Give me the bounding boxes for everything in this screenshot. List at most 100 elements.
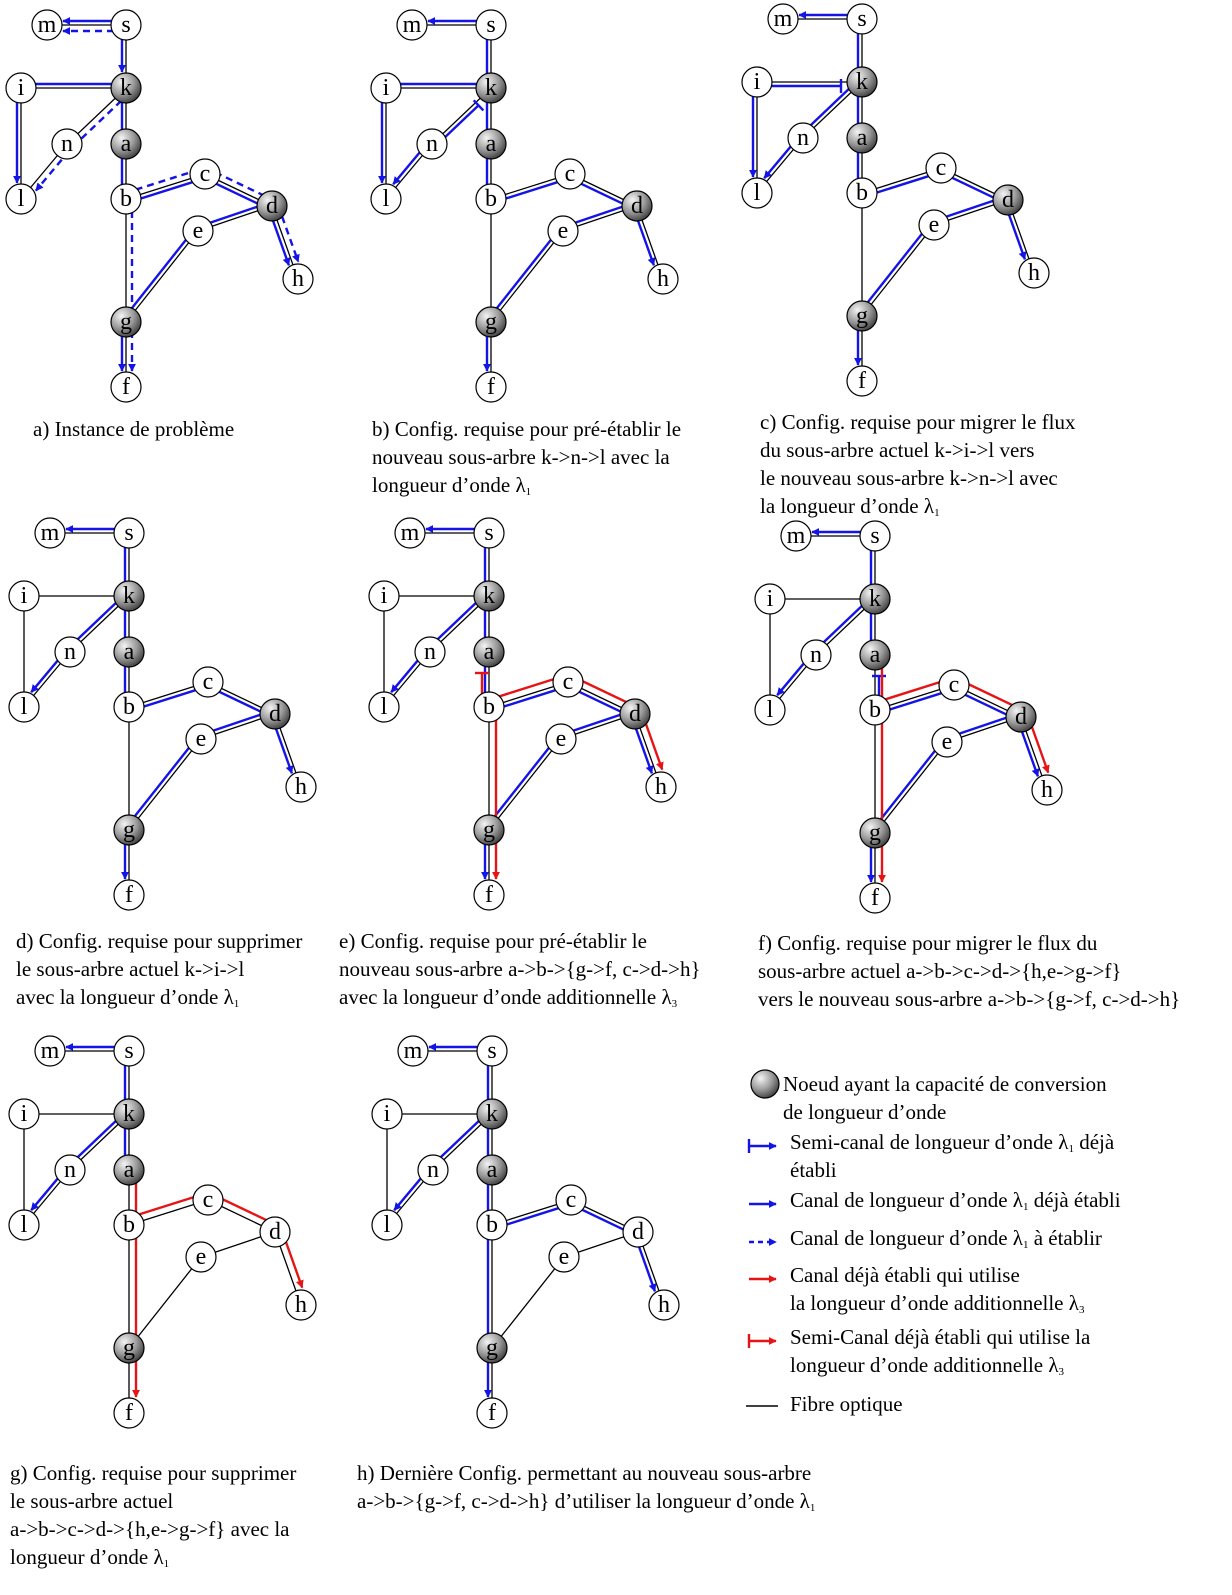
node-label: m — [401, 520, 420, 546]
caption-line: d) Config. requise pour supprimer — [16, 929, 303, 953]
node-label: h — [658, 1292, 670, 1318]
channel-routes — [749, 11, 1027, 366]
node-m: m — [397, 1035, 429, 1067]
caption-line: le nouveau sous-arbre k->n->l avec — [760, 466, 1058, 490]
node-label: g — [485, 309, 497, 335]
converter-node-d: d — [621, 190, 653, 222]
node-e: e — [185, 1241, 217, 1273]
panel-g: m s i k n a l b c d e h g f — [8, 1035, 317, 1429]
node-h: h — [647, 263, 679, 295]
legend-line: longueur d’onde additionnelle λ3 — [790, 1353, 1065, 1378]
caption-line: c) Config. requise pour migrer le flux — [760, 410, 1076, 434]
converter-node-d: d — [992, 184, 1024, 216]
node-h: h — [282, 263, 314, 295]
node-e: e — [918, 209, 950, 241]
converter-node-k: k — [859, 583, 891, 615]
converter-node-g: g — [846, 300, 878, 332]
fiber-e-g — [491, 1256, 565, 1349]
converter-node-g: g — [110, 306, 142, 338]
node-label: a — [121, 131, 132, 157]
node-label: s — [121, 12, 130, 38]
node-label: g — [123, 817, 135, 843]
node-label: n — [64, 1157, 76, 1183]
node-l: l — [754, 694, 786, 726]
node-label: a — [487, 1157, 498, 1183]
node-f: f — [113, 1397, 145, 1429]
legend-symbol-converter — [750, 1069, 780, 1099]
panel-d: m s i k n a l b c d e h g f — [8, 517, 317, 911]
node-label: m — [38, 12, 57, 38]
node-label: b — [856, 180, 868, 206]
converter-node-k: k — [846, 66, 878, 98]
node-h: h — [648, 1289, 680, 1321]
caption-line: a->b->c->d->{h,e->g->f} avec la — [10, 1517, 290, 1541]
legend-label-blue-dashed: Canal de longueur d’onde λ1 à établir — [790, 1224, 1102, 1252]
node-label: e — [196, 726, 207, 752]
node-label: b — [123, 694, 135, 720]
caption-line: sous-arbre actuel a->b->c->d->{h,e->g->f… — [758, 959, 1122, 983]
caption-line: h) Dernière Config. permettant au nouvea… — [357, 1461, 812, 1485]
node-c: c — [554, 158, 586, 190]
converter-node-g: g — [473, 814, 505, 846]
panel-f: m s i k n a l b c d e h g f — [754, 520, 1063, 914]
node-m: m — [396, 9, 428, 41]
fiber-e-g — [488, 738, 562, 831]
node-label: d — [632, 1219, 644, 1245]
caption-line: la longueur d’onde λ1 — [760, 494, 940, 519]
node-s: s — [859, 520, 891, 552]
node-m: m — [31, 9, 63, 41]
node-n: n — [54, 1154, 86, 1186]
node-h: h — [1031, 774, 1063, 806]
node-i: i — [8, 580, 40, 612]
node-label: f — [487, 374, 495, 400]
legend-label-red-solid: Canal déjà établi qui utilise la longueu… — [790, 1261, 1084, 1317]
caption-panel-f: f) Config. requise pour migrer le flux d… — [758, 929, 1180, 1013]
node-label: g — [486, 1335, 498, 1361]
converter-node-k: k — [113, 1098, 145, 1130]
node-label: c — [565, 161, 576, 187]
converter-node-g: g — [113, 814, 145, 846]
node-label: f — [122, 374, 130, 400]
node-e: e — [547, 215, 579, 247]
caption-panel-a: a) Instance de problème — [33, 415, 234, 443]
node-label: i — [767, 586, 774, 612]
nodes: m s i k n a l b c d e h g f — [371, 1035, 680, 1429]
legend-line: Semi-canal de longueur d’onde λ1 déjà — [790, 1130, 1115, 1155]
node-s: s — [110, 9, 142, 41]
node-l: l — [368, 691, 400, 723]
converter-node-a: a — [846, 122, 878, 154]
node-b: b — [859, 694, 891, 726]
node-f: f — [473, 879, 505, 911]
node-c: c — [192, 1184, 224, 1216]
node-label: a — [124, 1157, 135, 1183]
legend-line: établi — [790, 1158, 837, 1182]
node-label: n — [797, 125, 809, 151]
node-label: f — [488, 1400, 496, 1426]
node-label: m — [41, 520, 60, 546]
legend-label-fiber: Fibre optique — [790, 1390, 903, 1418]
node-label: i — [754, 69, 761, 95]
converter-node-a: a — [113, 636, 145, 668]
nodes: m s i k n a l b c d e h g f — [368, 517, 677, 911]
legend-line: Canal déjà établi qui utilise — [790, 1263, 1020, 1287]
node-label: h — [1028, 260, 1040, 286]
node-label: i — [383, 75, 390, 101]
node-label: e — [558, 218, 569, 244]
node-m: m — [767, 3, 799, 35]
legend-line: de longueur d’onde — [783, 1100, 947, 1124]
node-label: c — [200, 161, 211, 187]
node-label: h — [655, 774, 667, 800]
node-label: k — [123, 583, 135, 609]
caption-line: avec la longueur d’onde λ1 — [16, 985, 240, 1010]
node-label: d — [1015, 704, 1027, 730]
converter-node-d: d — [259, 698, 291, 730]
node-e: e — [185, 723, 217, 755]
node-s: s — [476, 1035, 508, 1067]
converter-node-d: d — [256, 190, 288, 222]
node-label: a — [870, 642, 881, 668]
fiber-e-g — [128, 738, 202, 831]
panels-layer: m s i k n a l b c d e h g f m s i k n a l b c d e h g f m s i k n a l b c d e h… — [5, 3, 1063, 1429]
node-label: l — [767, 697, 774, 723]
node-n: n — [417, 1154, 449, 1186]
